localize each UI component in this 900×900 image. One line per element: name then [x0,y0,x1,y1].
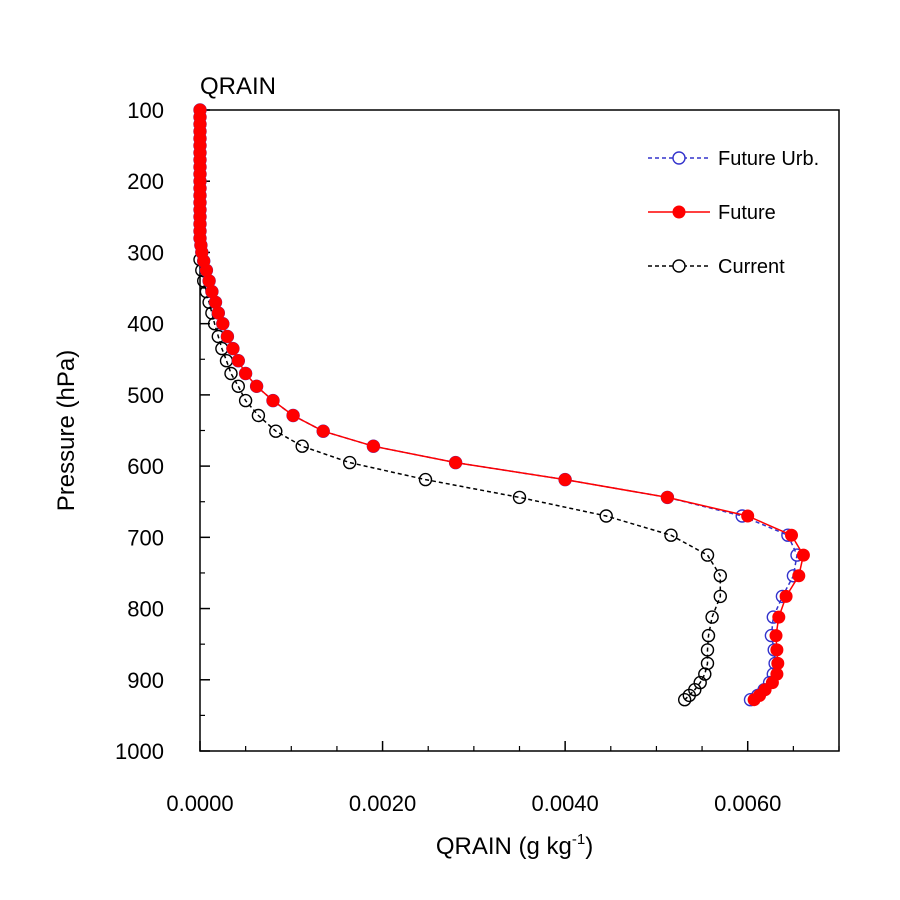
data-point-future [796,548,810,562]
data-point-current [251,408,266,423]
data-point-current [269,424,283,438]
data-point-future [266,394,280,408]
data-point-future [211,306,225,320]
legend-label-future: Future [718,202,776,224]
data-point-current [599,509,613,523]
x-tick-label: 0.0060 [714,791,781,816]
data-point-future [220,330,234,343]
data-point-current [219,354,234,368]
data-point-future [449,456,463,470]
data-point-future [772,610,786,624]
data-point-future [205,285,219,299]
data-point-future [771,656,785,670]
data-point-future [769,629,783,643]
y-tick-label: 100 [127,98,164,123]
y-tick-label: 200 [127,169,164,194]
x-tick-label: 0.0020 [349,791,416,816]
y-axis-title: Pressure (hPa) [53,350,80,511]
data-point-current [705,610,719,624]
data-point-future [216,317,230,331]
legend-marker-future [672,205,686,219]
data-point-current [224,366,238,381]
data-point-current [238,393,253,408]
legend-item-future: Future [648,202,776,224]
data-point-future [741,509,755,523]
data-point-future [199,263,213,277]
series-line-future-urb [199,110,798,701]
data-point-future [239,367,253,380]
x-tick-label: 0.0040 [531,791,598,816]
data-point-future [779,589,793,603]
y-tick-label: 900 [127,668,164,693]
data-point-current [231,379,246,393]
series-future [193,103,810,707]
data-point-future [209,295,222,309]
data-point-current [678,693,692,707]
data-point-future [286,409,300,422]
data-point-current [418,472,433,487]
data-point-current [700,643,715,657]
data-point-future [316,424,330,438]
y-tick-label: 300 [127,240,164,265]
legend-label-current: Current [718,256,785,278]
data-point-current [664,528,678,542]
legend-item-future-urb: Future Urb. [648,148,819,170]
data-point-future [202,274,216,288]
series-current [193,252,727,707]
y-tick-label: 800 [127,597,164,622]
legend-marker-current [672,259,686,273]
legend: Future Urb. Future Current [648,148,819,278]
data-point-current [682,688,696,703]
y-tick-label: 500 [127,383,164,408]
data-point-current [343,455,357,470]
data-point-current [701,628,716,643]
data-point-future [792,569,806,583]
data-point-current [700,548,715,562]
data-point-current [512,490,527,505]
data-point-future [785,528,798,542]
series-line-current [199,259,722,701]
x-tick-label: 0.0000 [166,791,233,816]
data-point-current [698,667,712,681]
data-point-current [713,569,727,583]
y-tick-label: 700 [127,525,164,550]
data-point-future [747,693,761,707]
x-axis-title: QRAIN (g kg-1) [436,831,593,860]
y-tick-label: 400 [127,312,164,337]
data-point-future [660,490,674,504]
data-point-current [713,589,727,604]
data-point-future [231,354,245,368]
y-tick-label: 1000 [115,739,164,764]
data-point-future [366,439,380,453]
series-future-urb [193,103,804,707]
data-point-future [770,643,784,657]
data-point-future [250,379,264,393]
legend-label-future-urb: Future Urb. [718,148,819,170]
chart-title: QRAIN [200,73,276,100]
y-tick-label: 600 [127,454,164,479]
legend-item-current: Current [648,256,785,278]
data-point-future [558,473,572,487]
legend-marker-future-urb [672,151,686,165]
data-point-current [295,439,309,453]
data-point-future [226,342,240,356]
